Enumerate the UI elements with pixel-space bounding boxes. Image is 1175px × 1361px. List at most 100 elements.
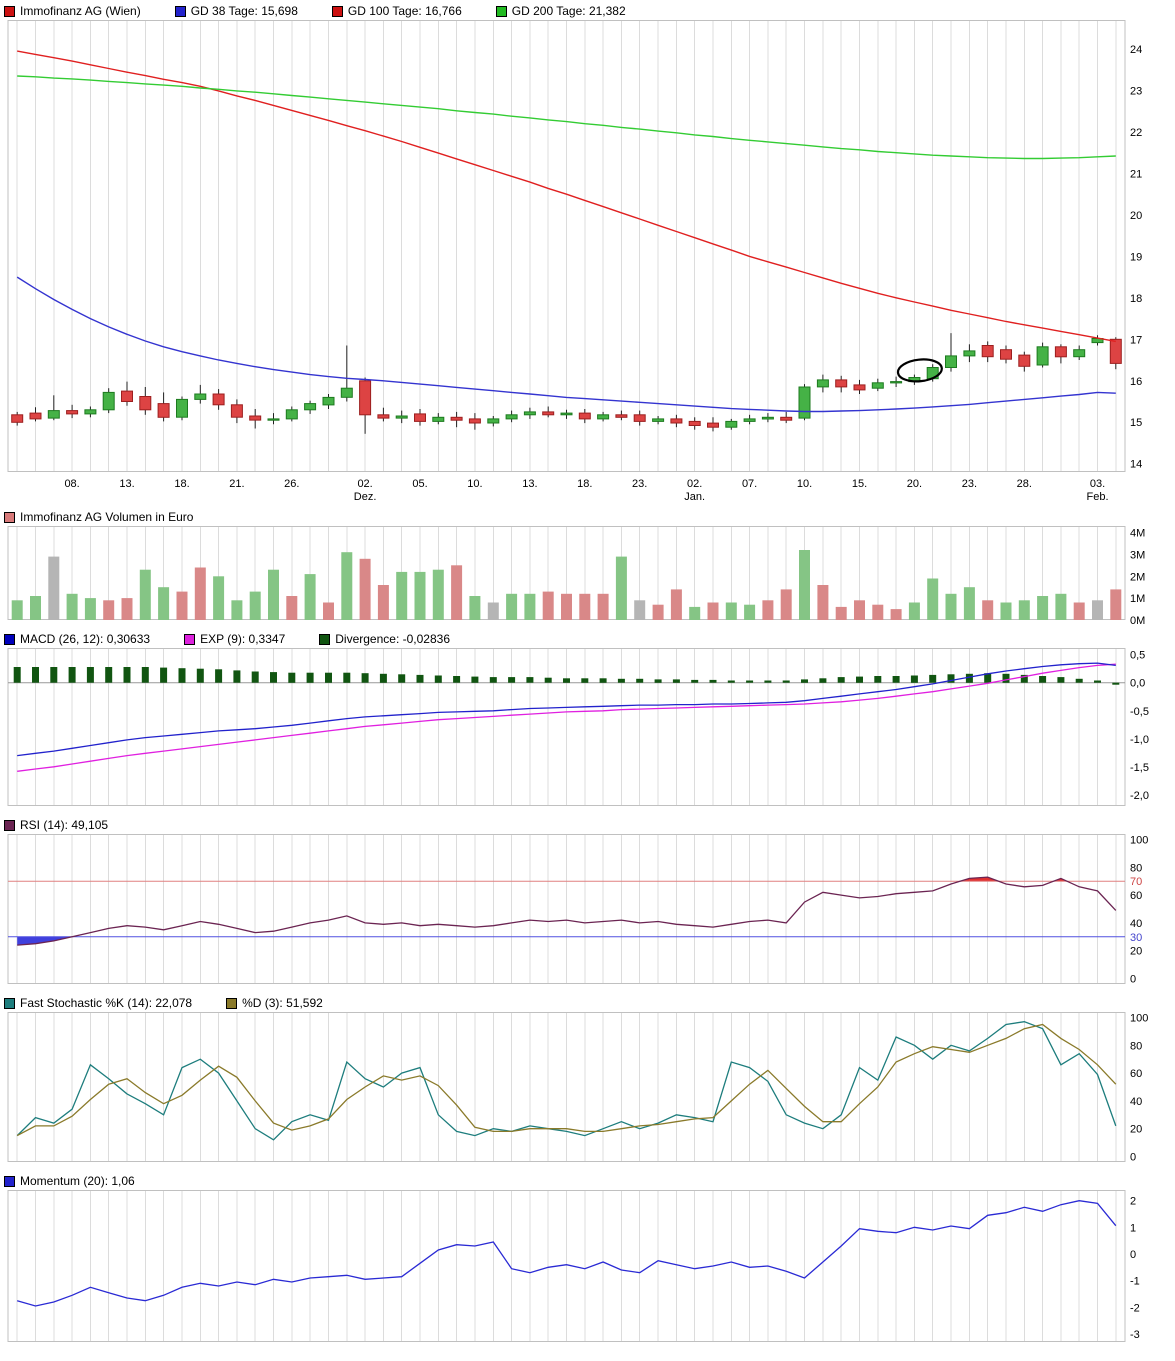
macd-panel: MACD (26, 12): 0,30633 EXP (9): 0,3347 D… (0, 630, 1175, 812)
stochastic-k-line (16, 1021, 1117, 1141)
x-axis-label: 08. (64, 478, 79, 490)
y-axis-label: 60 (1130, 890, 1142, 902)
rsi-legend: RSI (14): 49,105 (0, 816, 1175, 834)
x-axis-label: 23. (632, 478, 647, 490)
legend-item-divergence: Divergence: -0,02836 (319, 632, 450, 646)
x-axis-month-label: Dez. (354, 491, 377, 503)
volume-bars (11, 550, 1122, 620)
stochastic-chart-svg: 100 80 60 40 20 0 (7, 1012, 1148, 1163)
y-axis-label: 2M (1130, 571, 1145, 583)
legend-item-stochastic-k: Fast Stochastic %K (14): 22,078 (4, 996, 192, 1010)
y-axis-label: 3M (1130, 549, 1145, 561)
gd100-line (17, 50, 1116, 343)
grid-lines (7, 1190, 1126, 1342)
gd200-line (17, 75, 1116, 160)
momentum-line (17, 1200, 1117, 1307)
volume-panel: Immofinanz AG Volumen in Euro 4M 3M 2M 1M 0M (0, 508, 1175, 627)
x-axis-label: 13. (119, 478, 134, 490)
stochastic-d-swatch-icon (226, 997, 238, 1009)
x-axis-label: 02. (687, 478, 702, 490)
rsi-plot: 100 80 70 60 40 30 20 0 (0, 834, 1175, 990)
y-axis-label: 16 (1130, 376, 1142, 388)
gd38-swatch-icon (174, 5, 186, 17)
y-axis-label: 1M (1130, 593, 1145, 605)
divergence-label: Divergence: -0,02836 (335, 632, 450, 646)
y-axis-label: 40 (1130, 918, 1142, 930)
x-axis-label: 07. (742, 478, 757, 490)
y-axis-label: 0 (1130, 973, 1136, 985)
y-axis-label: -0,5 (1130, 706, 1149, 718)
stochastic-d-line (16, 1023, 1117, 1137)
y-axis-label: 15 (1130, 417, 1142, 429)
y-axis-label: -2 (1130, 1302, 1140, 1314)
gd200-swatch-icon (495, 5, 507, 17)
macd-swatch-icon (4, 633, 15, 645)
x-axis-label: 18. (174, 478, 189, 490)
momentum-legend: Momentum (20): 1,06 (0, 1172, 1175, 1190)
x-axis-label: 20. (907, 478, 922, 490)
y-axis-label: -1 (1130, 1276, 1140, 1288)
gd38-label: GD 38 Tage: 15,698 (190, 4, 298, 18)
y-axis-label: 24 (1130, 44, 1142, 56)
y-axis-label: 17 (1130, 334, 1142, 346)
grid-lines (7, 834, 1126, 984)
y-axis-label: 0 (1130, 1249, 1136, 1261)
y-axis-label: 0,0 (1130, 678, 1145, 690)
y-axis-label: 100 (1130, 835, 1148, 847)
x-axis-label: 05. (412, 478, 427, 490)
volume-plot: 4M 3M 2M 1M 0M (0, 526, 1175, 627)
stochastic-k-swatch-icon (4, 997, 15, 1009)
price-legend: Immofinanz AG (Wien) GD 38 Tage: 15,698 … (0, 2, 1175, 20)
rsi-swatch-icon (4, 819, 15, 831)
y-axis-label: 100 (1130, 1013, 1148, 1025)
momentum-label: Momentum (20): 1,06 (20, 1174, 135, 1188)
rsi-label: RSI (14): 49,105 (20, 818, 109, 832)
x-axis-label: 23. (962, 478, 977, 490)
x-axis-label: 10. (797, 478, 812, 490)
legend-item-gd38: GD 38 Tage: 15,698 (174, 4, 298, 18)
rsi-chart-svg: 100 80 70 60 40 30 20 0 (7, 834, 1148, 985)
legend-item-stochastic-d: %D (3): 51,592 (226, 996, 323, 1010)
gd200-label: GD 200 Tage: 21,382 (511, 4, 626, 18)
exp-swatch-icon (184, 633, 196, 645)
x-axis-label: 21. (229, 478, 244, 490)
y-axis-label: 1 (1130, 1222, 1136, 1234)
y-axis-label: 4M (1130, 528, 1145, 540)
volume-label: Immofinanz AG Volumen in Euro (20, 510, 194, 524)
rsi-panel: RSI (14): 49,105 100 80 70 60 40 30 20 0 (0, 816, 1175, 990)
y-axis-label: 19 (1130, 251, 1142, 263)
momentum-chart-svg: 2 1 0 -1 -2 -3 (7, 1190, 1140, 1342)
y-axis-label: 20 (1130, 946, 1142, 958)
macd-label: MACD (26, 12): 0,30633 (20, 632, 151, 646)
stochastic-k-label: Fast Stochastic %K (14): 22,078 (20, 996, 193, 1010)
y-axis-label: 20 (1130, 1124, 1142, 1136)
gd38-line (16, 276, 1116, 413)
x-axis-label: 03. (1090, 478, 1105, 490)
exp-signal-line (17, 663, 1116, 772)
price-plot: 08. 13. 18. 21. 26. 02. Dez. 05. 10. 13. 18. 23. 02.… (0, 20, 1175, 504)
y-axis-label: -1,0 (1130, 734, 1149, 746)
macd-plot: 0,5 0,0 -0,5 -1,0 -1,5 -2,0 (0, 648, 1175, 812)
exp-label: EXP (9): 0,3347 (200, 632, 286, 646)
volume-chart-svg: 4M 3M 2M 1M 0M (7, 526, 1145, 627)
momentum-panel: Momentum (20): 1,06 2 1 0 -1 -2 -3 (0, 1172, 1175, 1348)
y-axis-label: 0M (1130, 615, 1145, 626)
gd100-swatch-icon (331, 5, 343, 17)
x-axis-label: 26. (284, 478, 299, 490)
y-axis-label: -3 (1130, 1329, 1140, 1341)
grid-lines (7, 648, 1126, 806)
momentum-swatch-icon (4, 1175, 15, 1187)
x-axis-label: 13. (522, 478, 537, 490)
price-panel: Immofinanz AG (Wien) GD 38 Tage: 15,698 … (0, 2, 1175, 504)
y-axis-label: 40 (1130, 1096, 1142, 1108)
instrument-swatch-icon (4, 5, 15, 17)
y-axis-label: -2,0 (1130, 790, 1149, 802)
legend-item-rsi: RSI (14): 49,105 (4, 818, 108, 832)
stochastic-legend: Fast Stochastic %K (14): 22,078 %D (3): … (0, 994, 1175, 1012)
stochastic-panel: Fast Stochastic %K (14): 22,078 %D (3): … (0, 994, 1175, 1168)
stochastic-plot: 100 80 60 40 20 0 (0, 1012, 1175, 1168)
y-axis-label: 0,5 (1130, 650, 1145, 662)
legend-item-volume: Immofinanz AG Volumen in Euro (4, 510, 193, 524)
x-axis-label: 18. (577, 478, 592, 490)
